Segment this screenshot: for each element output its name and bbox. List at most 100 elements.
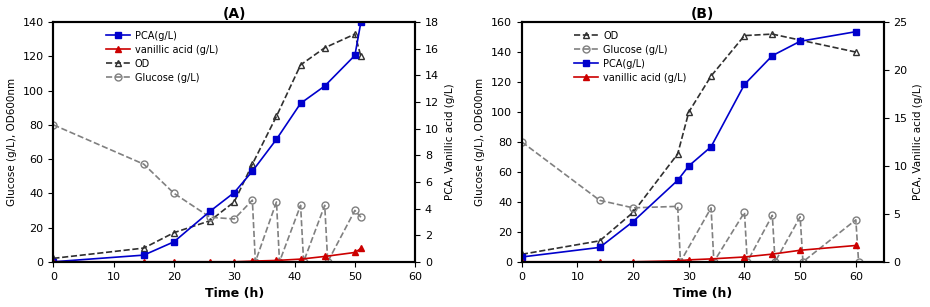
Line: vanillic acid (g/L): vanillic acid (g/L) — [50, 245, 365, 265]
OD — [794, 38, 805, 42]
Line: Glucose (g/L): Glucose (g/L) — [50, 121, 365, 265]
vanillic acid (g/L) — [355, 247, 366, 250]
OD — [229, 200, 240, 204]
Title: (B): (B) — [691, 7, 714, 21]
OD — [168, 231, 179, 235]
Glucose (g/L) — [594, 199, 605, 202]
vanillic acid (g/L) — [628, 260, 639, 264]
OD — [47, 257, 59, 260]
Glucose (g/L) — [355, 216, 366, 219]
OD — [355, 55, 366, 58]
Glucose (g/L) — [271, 200, 282, 204]
Glucose (g/L) — [675, 260, 686, 264]
Glucose (g/L) — [298, 260, 309, 264]
vanillic acid (g/L) — [706, 257, 717, 261]
Line: PCA(g/L): PCA(g/L) — [50, 19, 365, 265]
OD — [684, 110, 695, 114]
Y-axis label: Glucose (g/L), OD600nm: Glucose (g/L), OD600nm — [475, 78, 485, 206]
Glucose (g/L) — [769, 260, 780, 264]
PCA(g/L) — [229, 191, 240, 194]
PCA(g/L) — [684, 164, 695, 168]
PCA(g/L) — [47, 260, 59, 264]
Glucose (g/L) — [850, 218, 861, 222]
Glucose (g/L) — [672, 204, 684, 208]
vanillic acid (g/L) — [246, 259, 258, 263]
Y-axis label: PCA, Vanillic acid (g/L): PCA, Vanillic acid (g/L) — [445, 84, 455, 200]
OD — [205, 219, 216, 223]
Line: vanillic acid (g/L): vanillic acid (g/L) — [518, 242, 859, 265]
vanillic acid (g/L) — [672, 259, 684, 263]
vanillic acid (g/L) — [229, 260, 240, 264]
PCA(g/L) — [706, 145, 717, 149]
PCA(g/L) — [139, 253, 150, 257]
vanillic acid (g/L) — [794, 248, 805, 252]
X-axis label: Time (h): Time (h) — [673, 287, 732, 300]
PCA(g/L) — [271, 138, 282, 141]
OD — [850, 50, 861, 54]
Glucose (g/L) — [794, 215, 805, 219]
PCA(g/L) — [168, 240, 179, 244]
vanillic acid (g/L) — [271, 258, 282, 262]
Glucose (g/L) — [766, 213, 777, 217]
vanillic acid (g/L) — [47, 260, 59, 264]
X-axis label: Time (h): Time (h) — [205, 287, 264, 300]
PCA(g/L) — [319, 84, 330, 88]
vanillic acid (g/L) — [594, 260, 605, 264]
PCA(g/L) — [628, 220, 639, 223]
Glucose (g/L) — [628, 206, 639, 210]
Glucose (g/L) — [322, 260, 333, 264]
vanillic acid (g/L) — [684, 258, 695, 262]
Legend: PCA(g/L), vanillic acid (g/L), OD, Glucose (g/L): PCA(g/L), vanillic acid (g/L), OD, Gluco… — [101, 27, 222, 86]
Glucose (g/L) — [319, 204, 330, 207]
Glucose (g/L) — [139, 162, 150, 166]
Glucose (g/L) — [350, 208, 361, 212]
Line: OD: OD — [50, 31, 365, 262]
Glucose (g/L) — [246, 198, 258, 202]
Line: PCA(g/L): PCA(g/L) — [518, 28, 859, 260]
Glucose (g/L) — [706, 206, 717, 210]
Glucose (g/L) — [295, 204, 306, 207]
Title: (A): (A) — [222, 7, 246, 21]
vanillic acid (g/L) — [766, 252, 777, 256]
OD — [766, 32, 777, 36]
Glucose (g/L) — [205, 216, 216, 219]
OD — [516, 252, 527, 256]
OD — [271, 115, 282, 118]
Y-axis label: Glucose (g/L), OD600nm: Glucose (g/L), OD600nm — [7, 78, 17, 206]
OD — [739, 34, 751, 37]
Legend: OD, Glucose (g/L), PCA(g/L), vanillic acid (g/L): OD, Glucose (g/L), PCA(g/L), vanillic ac… — [570, 27, 690, 86]
PCA(g/L) — [850, 30, 861, 33]
Glucose (g/L) — [742, 260, 753, 264]
vanillic acid (g/L) — [295, 257, 306, 261]
vanillic acid (g/L) — [350, 251, 361, 254]
PCA(g/L) — [739, 83, 751, 86]
Glucose (g/L) — [797, 260, 808, 264]
vanillic acid (g/L) — [516, 260, 527, 264]
Glucose (g/L) — [739, 211, 751, 214]
Glucose (g/L) — [274, 260, 286, 264]
PCA(g/L) — [672, 178, 684, 182]
Glucose (g/L) — [853, 260, 864, 264]
PCA(g/L) — [246, 169, 258, 173]
Glucose (g/L) — [709, 260, 720, 264]
OD — [319, 46, 330, 50]
PCA(g/L) — [295, 102, 306, 105]
vanillic acid (g/L) — [205, 260, 216, 264]
Line: Glucose (g/L): Glucose (g/L) — [518, 138, 862, 265]
vanillic acid (g/L) — [850, 244, 861, 247]
Glucose (g/L) — [168, 192, 179, 195]
Glucose (g/L) — [516, 140, 527, 144]
OD — [139, 246, 150, 250]
OD — [594, 239, 605, 243]
PCA(g/L) — [205, 209, 216, 213]
vanillic acid (g/L) — [168, 260, 179, 264]
OD — [295, 63, 306, 67]
PCA(g/L) — [350, 53, 361, 57]
OD — [706, 74, 717, 78]
OD — [672, 152, 684, 156]
Glucose (g/L) — [229, 217, 240, 221]
PCA(g/L) — [355, 20, 366, 24]
Y-axis label: PCA, Vanillic acid (g/L): PCA, Vanillic acid (g/L) — [913, 84, 923, 200]
PCA(g/L) — [516, 255, 527, 259]
vanillic acid (g/L) — [139, 260, 150, 264]
